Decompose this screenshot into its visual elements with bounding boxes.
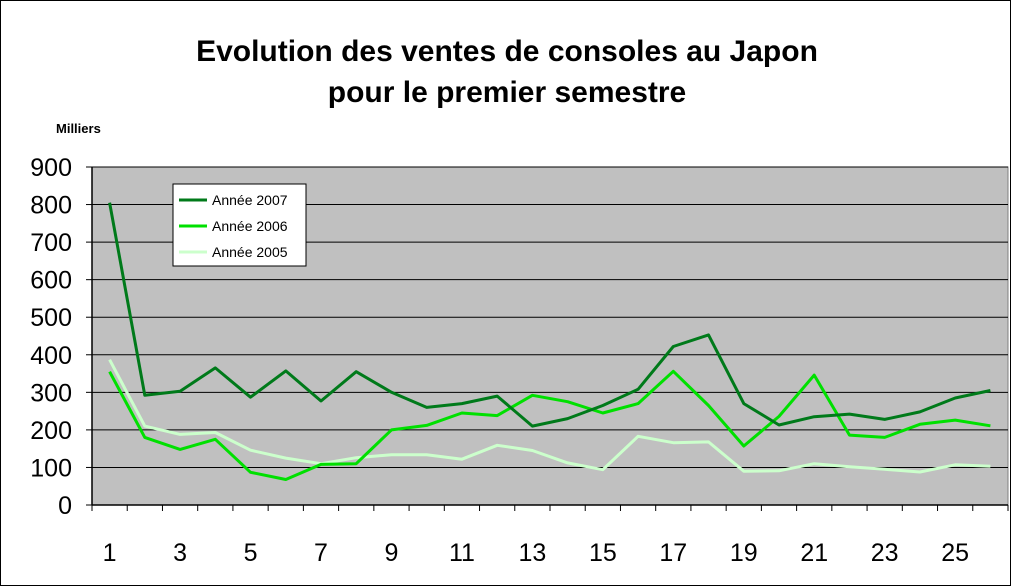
legend-label: Année 2005 [212,244,288,260]
y-tick-label: 900 [30,154,72,182]
y-tick-label: 600 [30,267,72,295]
y-tick-label: 800 [30,192,72,220]
legend: Année 2007 Année 2006 Année 2005 [172,183,307,267]
series-line-1 [108,202,991,428]
x-tick-label: 11 [449,539,475,567]
y-tick-label: 200 [30,417,72,445]
y-axis-ticks: 0 100 200 300 400 500 600 700 800 900 [30,154,92,520]
x-tick-label: 25 [941,539,969,567]
x-tick-label: 9 [385,539,399,567]
y-tick-label: 500 [30,304,72,332]
series-line-3 [108,358,991,474]
y-tick-label: 700 [30,229,72,257]
y-tick-label: 300 [30,379,72,407]
x-tick-label: 15 [589,539,617,567]
series-lines [108,202,991,481]
x-tick-label: 23 [871,539,899,567]
legend-label: Année 2006 [212,218,288,234]
x-tick-label: 21 [800,539,828,567]
chart-title-line-2: pour le premier semestre [328,76,687,109]
x-tick-label: 3 [173,539,187,567]
y-tick-label: 400 [30,342,72,370]
x-tick-label: 7 [314,539,328,567]
x-tick-label: 5 [244,539,258,567]
series-line-2 [108,369,991,481]
x-tick-label: 19 [730,539,758,567]
x-tick-label: 1 [103,539,117,567]
chart-title-line-1: Evolution des ventes de consoles au Japo… [196,35,818,68]
y-unit-label: Milliers [56,121,101,136]
x-tick-label: 17 [659,539,687,567]
x-axis-ticks: 1 3 5 7 9 11 13 15 17 19 21 23 25 [91,505,1009,567]
x-tick-label: 13 [518,539,546,567]
y-tick-label: 0 [58,492,72,520]
legend-label: Année 2007 [212,192,288,208]
y-tick-label: 100 [30,454,72,482]
